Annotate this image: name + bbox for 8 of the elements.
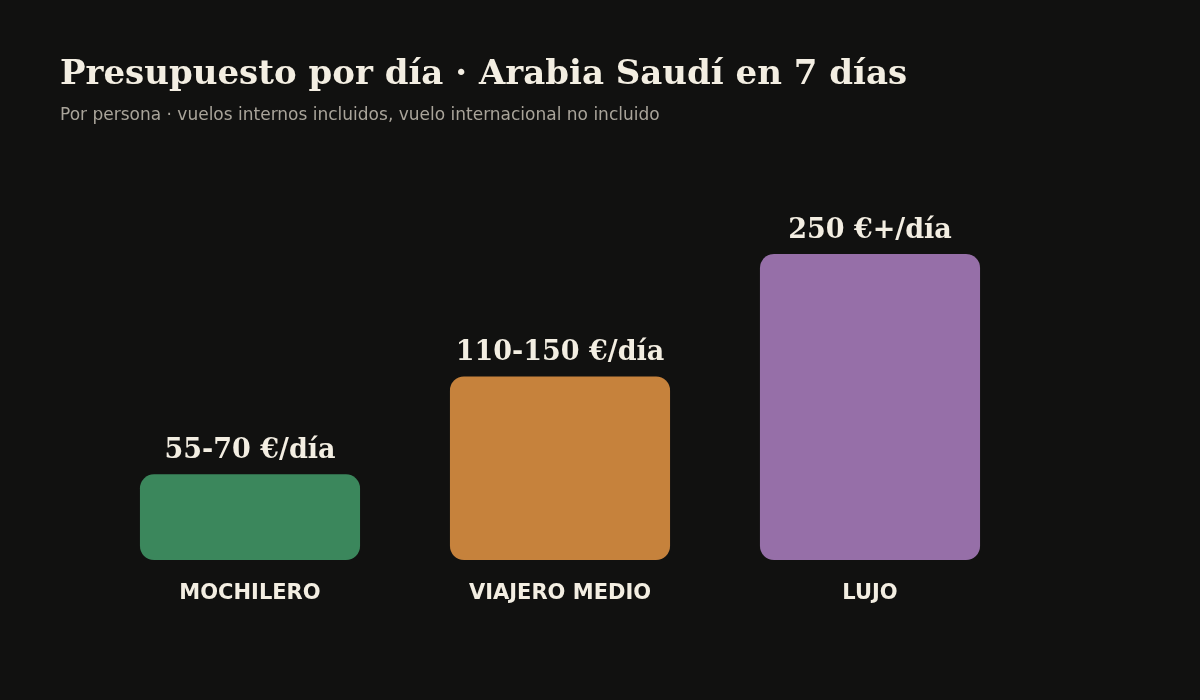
x-tick-label: VIAJERO MEDIO [468,580,652,604]
x-tick-label: LUJO [842,580,898,604]
x-tick-label: MOCHILERO [179,580,321,604]
chart-subtitle: Por persona · vuelos internos incluidos, vuelo internacional no incluido [60,104,660,124]
data-label: 110-150 €/día [455,335,665,367]
data-label: 55-70 €/día [164,433,336,465]
data-label: 250 €+/día [788,213,952,244]
chart-title: Presupuesto por día · Arabia Saudí en 7 días [60,52,908,92]
